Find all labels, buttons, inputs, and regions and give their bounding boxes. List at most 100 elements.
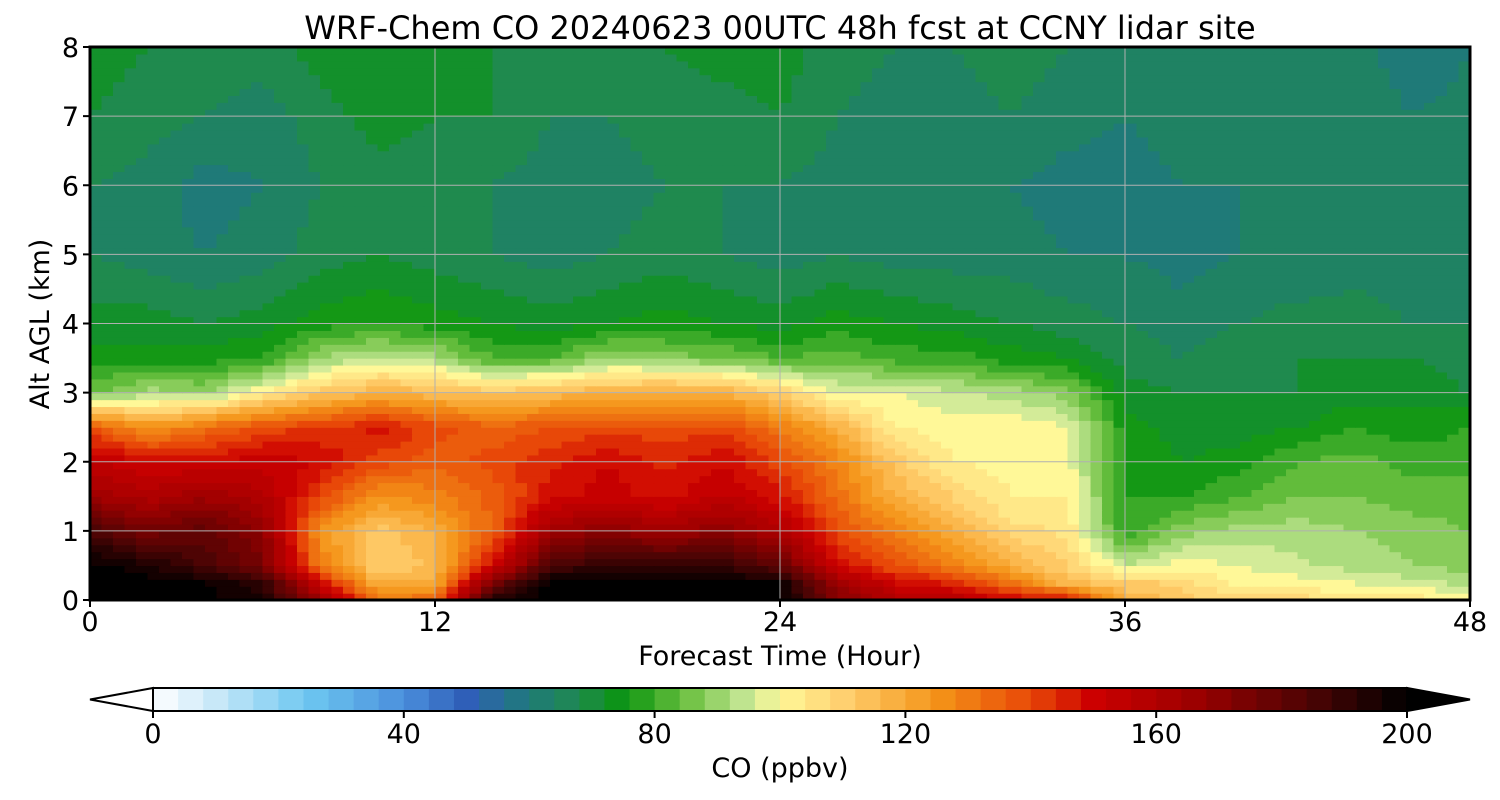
field-cell <box>389 468 402 477</box>
field-cell <box>1447 475 1460 484</box>
field-cell <box>596 392 609 401</box>
field-cell <box>1366 468 1379 477</box>
field-cell <box>630 523 643 532</box>
field-cell <box>791 503 804 511</box>
field-cell <box>941 371 954 380</box>
field-cell <box>883 378 896 387</box>
field-cell <box>1021 420 1034 428</box>
field-cell <box>791 385 804 394</box>
field-cell <box>113 510 126 518</box>
field-cell <box>1148 537 1161 546</box>
field-cell <box>987 378 1000 387</box>
field-cell <box>389 337 402 345</box>
field-cell <box>780 551 793 560</box>
field-cell <box>343 537 356 546</box>
field-cell <box>596 544 609 553</box>
field-cell <box>550 358 563 366</box>
field-cell <box>262 413 275 421</box>
field-cell <box>1458 517 1470 525</box>
field-cell <box>308 371 321 380</box>
field-cell <box>354 385 367 394</box>
field-cell <box>331 503 344 511</box>
field-cell <box>1389 434 1402 442</box>
field-cell <box>1343 579 1356 587</box>
field-cell <box>1125 503 1138 511</box>
field-cell <box>481 537 494 546</box>
field-cell <box>446 427 459 435</box>
field-cell <box>1251 434 1264 442</box>
field-cell <box>366 399 379 408</box>
field-cell <box>1297 558 1310 567</box>
field-cell <box>1079 371 1092 380</box>
field-cell <box>481 351 494 359</box>
field-cell <box>768 503 781 511</box>
field-cell <box>1401 330 1414 338</box>
field-cell <box>849 344 862 352</box>
field-cell <box>1217 551 1230 560</box>
field-cell <box>1435 316 1448 325</box>
field-cell <box>377 358 390 366</box>
field-cell <box>147 496 160 504</box>
field-cell <box>469 468 482 477</box>
field-cell <box>1458 427 1470 435</box>
field-cell <box>1056 434 1069 442</box>
field-cell <box>952 586 965 594</box>
field-cell <box>113 523 126 532</box>
field-cell <box>1159 385 1172 394</box>
field-cell <box>1389 572 1402 580</box>
field-cell <box>1412 337 1425 345</box>
field-cell <box>1424 503 1437 511</box>
field-cell <box>1090 399 1103 408</box>
field-cell <box>791 558 804 567</box>
field-cell <box>676 337 689 345</box>
field-cell <box>239 551 252 560</box>
field-cell <box>619 441 632 449</box>
field-cell <box>964 537 977 546</box>
field-cell <box>446 475 459 484</box>
field-cell <box>527 378 540 387</box>
field-cell <box>297 586 310 594</box>
field-cell <box>228 496 241 504</box>
field-cell <box>803 544 816 553</box>
field-cell <box>814 323 827 332</box>
field-cell <box>814 358 827 366</box>
field-cell <box>274 565 287 573</box>
field-cell <box>619 523 632 532</box>
field-cell <box>596 413 609 421</box>
field-cell <box>734 309 747 318</box>
field-cell <box>366 579 379 587</box>
field-cell <box>515 544 528 553</box>
field-cell <box>228 358 241 366</box>
field-cell <box>1113 358 1126 366</box>
field-cell <box>883 337 896 345</box>
field-cell <box>941 358 954 366</box>
field-cell <box>768 399 781 408</box>
field-cell <box>136 461 149 470</box>
field-cell <box>1240 434 1253 442</box>
field-cell <box>147 544 160 553</box>
field-cell <box>262 523 275 532</box>
field-cell <box>492 551 505 560</box>
field-cell <box>159 544 172 553</box>
field-cell <box>446 344 459 352</box>
field-cell <box>1090 579 1103 587</box>
field-cell <box>228 510 241 518</box>
field-cell <box>975 523 988 532</box>
field-cell <box>320 558 333 567</box>
field-cell <box>228 489 241 497</box>
field-cell <box>1309 399 1322 408</box>
field-cell <box>803 330 816 338</box>
field-cell <box>216 565 229 573</box>
field-cell <box>1171 510 1184 518</box>
field-cell <box>860 378 873 387</box>
field-cell <box>1090 392 1103 401</box>
field-cell <box>1366 489 1379 497</box>
field-cell <box>90 593 103 600</box>
field-cell <box>147 558 160 567</box>
field-cell <box>159 344 172 352</box>
field-cell <box>1044 461 1057 470</box>
field-cell <box>883 371 896 380</box>
field-cell <box>412 351 425 359</box>
field-cell <box>573 593 586 600</box>
field-cell <box>699 468 712 477</box>
